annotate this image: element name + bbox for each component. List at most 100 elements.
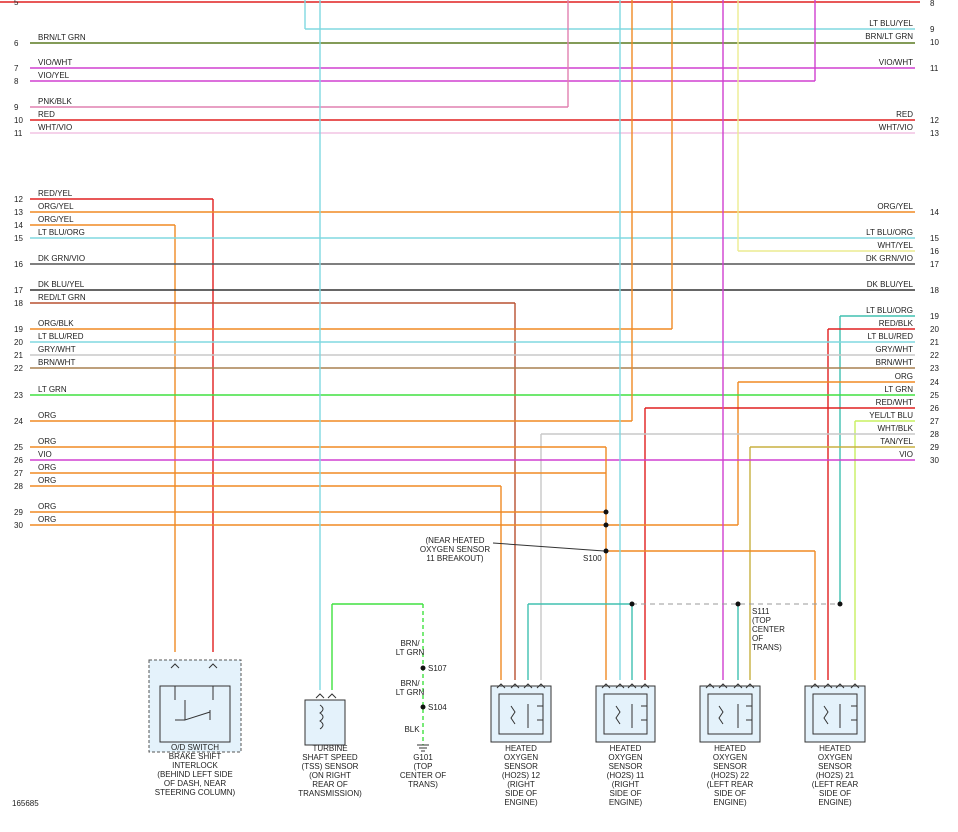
component-label: SIDE OF [609, 789, 641, 798]
heater-symbol [823, 704, 858, 728]
pin-connector [315, 693, 325, 699]
component-label: SENSOR [713, 762, 747, 771]
wire-number: 27 [930, 417, 939, 426]
wire-number: 17 [930, 260, 939, 269]
pin-connector [536, 683, 546, 689]
splice-dot [629, 601, 635, 607]
wire-number: 9 [14, 103, 19, 112]
splice-dot [420, 704, 426, 710]
pin-connector [601, 683, 611, 689]
splice-dot [837, 601, 843, 607]
wire-number: 11 [930, 64, 939, 73]
splice-dot [603, 522, 609, 528]
wire-number: 16 [14, 260, 23, 269]
pin-connector [496, 683, 506, 689]
pin-connector [170, 663, 180, 669]
wire-label: ORG [38, 515, 56, 524]
wire-label: RED [38, 110, 55, 119]
wire-number: 13 [930, 129, 939, 138]
component-label: ENGINE) [818, 798, 852, 807]
wire-label: ORG [895, 372, 913, 381]
component-outline [148, 659, 242, 753]
wire-number: 10 [14, 116, 23, 125]
wire-number: 30 [14, 521, 23, 530]
component-label: SENSOR [818, 762, 852, 771]
wire-label: GRY/WHT [875, 345, 913, 354]
sensor-body [804, 685, 866, 743]
wire-label: DK GRN/VIO [38, 254, 85, 263]
wire-number: 24 [14, 417, 23, 426]
wire-number: 20 [930, 325, 939, 334]
wire-label: LT BLU/YEL [869, 19, 913, 28]
wire-number: 11 [14, 129, 23, 138]
wire-label: RED/LT GRN [38, 293, 86, 302]
wire-label: BRN/LT GRN [865, 32, 913, 41]
component-label: (HO2S) 11 [607, 771, 645, 780]
wire-label: BRN/LT GRN [38, 33, 86, 42]
wire-number: 20 [14, 338, 23, 347]
component-label: OXYGEN SENSOR [420, 545, 490, 554]
wire-number: 15 [930, 234, 939, 243]
wire-label: VIO/WHT [879, 58, 913, 67]
wire-label: VIO/WHT [38, 58, 72, 67]
component-label: (NEAR HEATED [426, 536, 485, 545]
splice-name: S111 [752, 607, 770, 616]
wire-label: VIO [899, 450, 913, 459]
wire-number: 10 [930, 38, 939, 47]
wire-number: 30 [930, 456, 939, 465]
pin-connector [705, 683, 715, 689]
component-label: STEERING COLUMN) [155, 788, 236, 797]
wire-label: DK BLU/YEL [867, 280, 914, 289]
wire-number: 29 [14, 508, 23, 517]
wire-label: VIO/YEL [38, 71, 70, 80]
pin-connector [627, 683, 637, 689]
coil-symbol [319, 704, 324, 730]
wire-label: LT BLU/ORG [38, 228, 85, 237]
component-label: HEATED [714, 744, 746, 753]
wire-number: 24 [930, 378, 939, 387]
wire-number: 14 [14, 221, 23, 230]
splice-name: S104 [428, 703, 447, 712]
component-label: (TOP [414, 762, 433, 771]
wire-label: ORG/BLK [38, 319, 74, 328]
pin-connector [850, 683, 860, 689]
wire-label: WHT/VIO [879, 123, 913, 132]
pin-connector [745, 683, 755, 689]
wire-label: ORG [38, 502, 56, 511]
splice-name: S107 [428, 664, 447, 673]
pin-connector [510, 683, 520, 689]
component-label: SENSOR [609, 762, 643, 771]
wire-number: 25 [930, 391, 939, 400]
wire-number: 28 [14, 482, 23, 491]
component-label: CENTER OF [400, 771, 446, 780]
component-label: TRANSMISSION) [298, 789, 362, 798]
wire-number: 25 [14, 443, 23, 452]
wire-number: 8 [14, 77, 19, 86]
wire-number: 18 [14, 299, 23, 308]
wire-label: ORG/YEL [38, 215, 74, 224]
sensor-body [304, 699, 346, 746]
component-label: BRAKE SHIFT [169, 752, 222, 761]
component-label: (TSS) SENSOR [302, 762, 359, 771]
splice-note: (TOP [752, 616, 771, 625]
wire-label: RED/YEL [38, 189, 73, 198]
wire-number: 28 [930, 430, 939, 439]
wire-number: 5 [14, 0, 19, 7]
pin-connector [835, 683, 845, 689]
wire-label: BRN/WHT [38, 358, 75, 367]
figure-number: 165685 [12, 799, 39, 808]
component-label: TRANS) [408, 780, 438, 789]
component-label: OXYGEN [713, 753, 747, 762]
splice-name: S100 [583, 554, 602, 563]
component-label: HEATED [610, 744, 642, 753]
wire-label: ORG [38, 476, 56, 485]
wire-label: ORG/YEL [877, 202, 913, 211]
wire-label: YEL/LT BLU [869, 411, 913, 420]
wire-number: 23 [930, 364, 939, 373]
wire-number: 29 [930, 443, 939, 452]
component-label: LT GRN [396, 688, 425, 697]
pin-connector [208, 663, 218, 669]
sensor-body [490, 685, 552, 743]
component-label: (RIGHT [612, 780, 640, 789]
